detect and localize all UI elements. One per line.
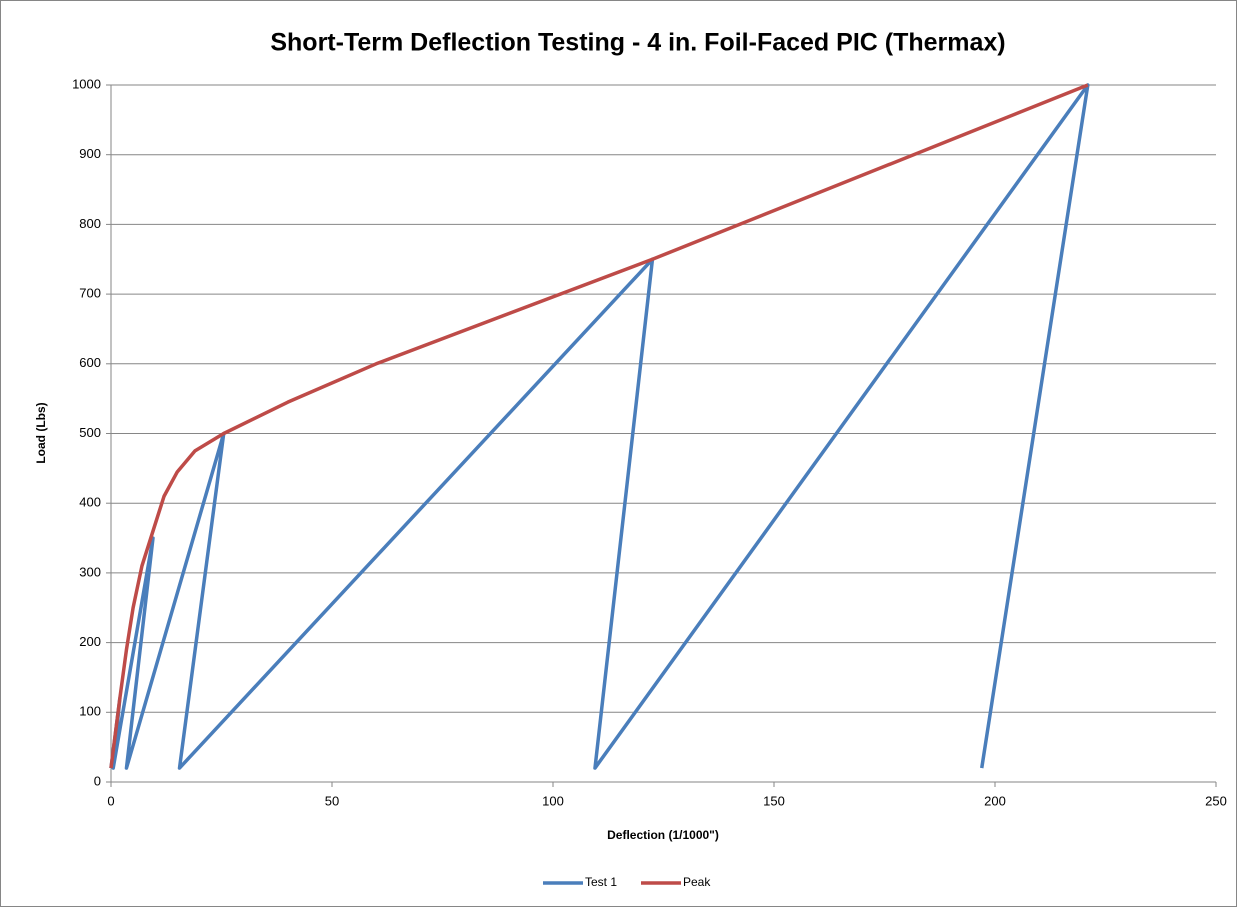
y-tick-label: 800 (79, 216, 101, 231)
y-tick-label: 400 (79, 495, 101, 510)
x-tick-label: 50 (325, 793, 339, 808)
x-tick-label: 150 (763, 793, 785, 808)
x-tick-label: 200 (984, 793, 1006, 808)
y-tick-label: 700 (79, 286, 101, 301)
chart-title: Short-Term Deflection Testing - 4 in. Fo… (270, 29, 1005, 57)
y-axis-title: Load (Lbs) (34, 402, 48, 463)
legend-label: Peak (683, 875, 711, 889)
y-tick-label: 200 (79, 634, 101, 649)
y-tick-label: 500 (79, 425, 101, 440)
x-axis-title: Deflection (1/1000") (607, 828, 719, 842)
x-tick-label: 250 (1205, 793, 1227, 808)
legend-label: Test 1 (585, 875, 617, 889)
y-tick-label: 100 (79, 704, 101, 719)
series-line (109, 83, 1089, 769)
y-tick-label: 900 (79, 146, 101, 161)
y-tick-label: 300 (79, 564, 101, 579)
x-tick-label: 100 (542, 793, 564, 808)
x-tick-label: 0 (107, 793, 114, 808)
y-tick-label: 0 (94, 773, 101, 788)
y-tick-label: 1000 (72, 76, 101, 91)
y-tick-label: 600 (79, 355, 101, 370)
